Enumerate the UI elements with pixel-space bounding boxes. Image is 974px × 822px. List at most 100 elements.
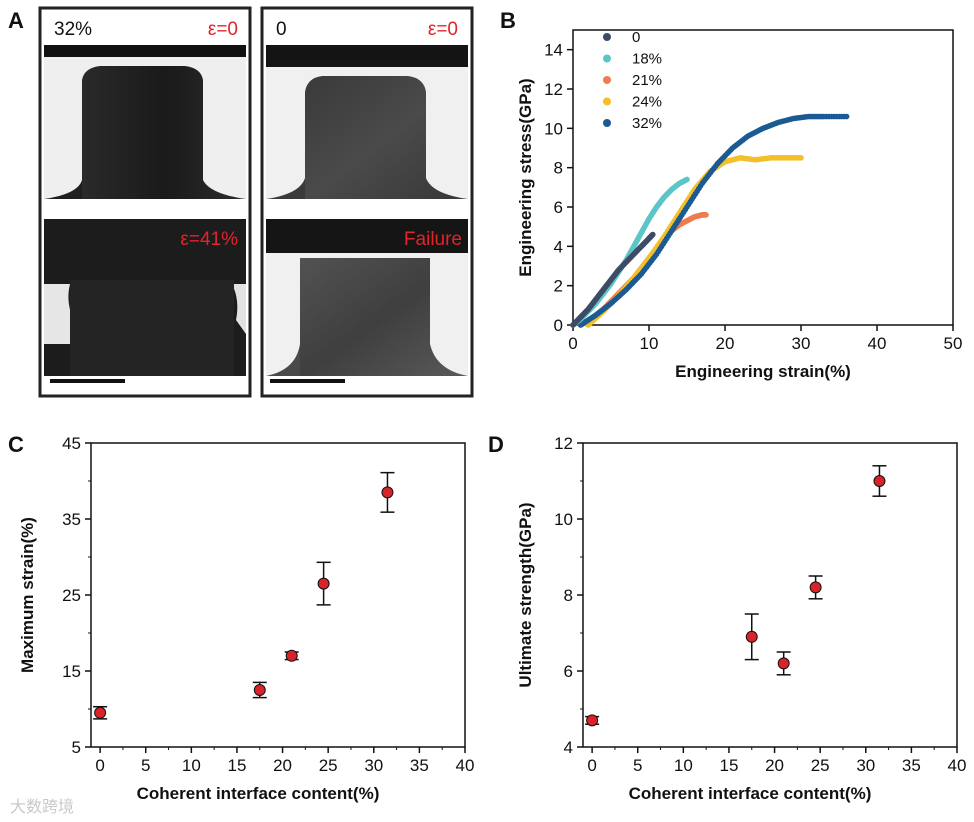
chart-c-x-tick-label: 5 [141,756,150,775]
chart-c-x-tick-label: 20 [273,756,292,775]
chart-b-y-tick-label: 8 [554,159,563,178]
data-point [317,577,330,590]
panel-c-label: C [8,432,24,457]
chart-b-y-tick-label: 0 [554,316,563,335]
chart-d-x-tick-label: 30 [856,756,875,775]
chart-c-y-tick-label: 15 [62,662,81,681]
watermark-text: 大数跨境 [10,797,74,816]
panel-d: D 0 5 10 15 20 25 30 35 40 4 6 8 10 12 Coherent interf… [488,432,966,803]
chart-d-y-axis-label: Ultimate strength(GPa) [516,502,535,687]
micrograph-label-strain-left-top: ε=0 [208,19,238,40]
chart-b-y-tick-label: 14 [544,41,563,60]
chart-c-x-tick-label: 10 [182,756,201,775]
data-point [684,176,690,183]
chart-b-y-tick-label: 2 [554,277,563,296]
chart-c-x-tick-label: 35 [410,756,429,775]
chart-b-y-tick-label: 4 [554,237,563,256]
micrograph-label-content-right: 0 [276,19,287,40]
micrograph-right [260,6,474,398]
chart-c-y-tick-label: 5 [72,738,81,757]
chart-b-y-tick-label: 6 [554,198,563,217]
legend-marker-1 [603,54,611,63]
chart-c-x-tick-label: 15 [227,756,246,775]
data-point [285,649,298,662]
series-24pct-points [585,155,804,328]
micrograph-left-top-plate [44,45,246,57]
panel-b-label: B [500,8,516,33]
data-point [703,212,709,218]
chart-c-point-group [380,471,395,513]
chart-b-x-tick-label: 20 [716,334,735,353]
chart-d-plot-frame [582,442,958,748]
legend-marker-0 [603,33,611,41]
micrograph-right-bottom-fillet [266,344,300,376]
chart-d-point-group [808,575,823,600]
legend-label-3: 24% [632,94,662,111]
micrograph-right-gap [266,199,468,219]
chart-d-x-tick-label: 35 [902,756,921,775]
legend-marker-2 [603,76,611,84]
chart-d-x-tick-label: 15 [719,756,738,775]
legend-marker-3 [603,97,611,106]
chart-d-x-axis-label: Coherent interface content(%) [629,784,872,803]
chart-b-plot-frame [572,29,954,326]
legend-label-2: 21% [632,72,662,89]
scale-bar-right [270,379,345,383]
chart-c-y-tick-label: 25 [62,586,81,605]
micrograph-left-top-pillar [82,66,246,199]
data-point [253,684,266,696]
data-point [94,706,107,719]
data-point [873,475,886,487]
chart-d-y-tick-label: 4 [564,738,573,757]
chart-c-point-group [316,561,331,606]
micrograph-right-bottom-pillar [300,258,468,376]
data-point [381,486,394,499]
data-point [745,630,758,643]
chart-b-x-tick-label: 10 [640,334,659,353]
legend-label-1: 18% [632,51,662,68]
chart-d-point-group [776,651,791,676]
chart-d-x-tick-label: 25 [811,756,830,775]
micrograph-left-gap [44,199,246,219]
micrograph-label-strain-left-bottom: ε=41% [180,229,238,250]
chart-b-y-axis-label: Engineering stress(GPa) [516,78,535,276]
chart-c-x-tick-label: 0 [95,756,104,775]
chart-d-point-group [585,714,600,727]
chart-d-point-group [744,613,759,661]
chart-d-x-tick-label: 40 [948,756,967,775]
panel-a: A [8,6,474,398]
chart-d-x-tick-label: 20 [765,756,784,775]
chart-d-y-tick-label: 12 [554,434,573,453]
chart-d-x-tick-label: 0 [587,756,596,775]
chart-c-y-tick-label: 35 [62,510,81,529]
data-point [843,113,850,120]
chart-c-plot-frame [90,442,466,748]
chart-b-x-tick-label: 40 [868,334,887,353]
chart-c-point-group [284,649,299,662]
chart-b-x-axis-label: Engineering strain(%) [675,362,851,381]
micrograph-left [38,6,252,398]
panel-a-label: A [8,8,24,33]
chart-c-y-tick-label: 45 [62,434,81,453]
legend-marker-4 [603,119,611,127]
micrograph-left-bottom-side-left [44,284,72,344]
micrograph-right-top-pillar [305,76,468,199]
chart-d-y-tick-label: 10 [554,510,573,529]
chart-c-point-group [252,681,267,699]
chart-c-x-tick-label: 30 [364,756,383,775]
legend-label-0: 0 [632,29,640,46]
chart-c-point-group [93,705,108,720]
chart-b-x-tick-label: 50 [944,334,963,353]
micrograph-left-scale-strip [44,376,246,392]
micrograph-right-top-plate [266,45,468,67]
data-point [650,231,656,238]
micrograph-right-top-fillet [266,178,305,199]
chart-d-point-group [872,465,887,497]
panel-d-label: D [488,432,504,457]
scale-bar-left [50,379,125,383]
stress-strain-chart: 0 10 20 30 40 50 0 2 4 6 8 10 12 14 Engineering strain… [516,29,962,381]
chart-b-x-tick-label: 30 [792,334,811,353]
data-point [586,714,599,727]
chart-b-y-tick-label: 12 [544,80,563,99]
